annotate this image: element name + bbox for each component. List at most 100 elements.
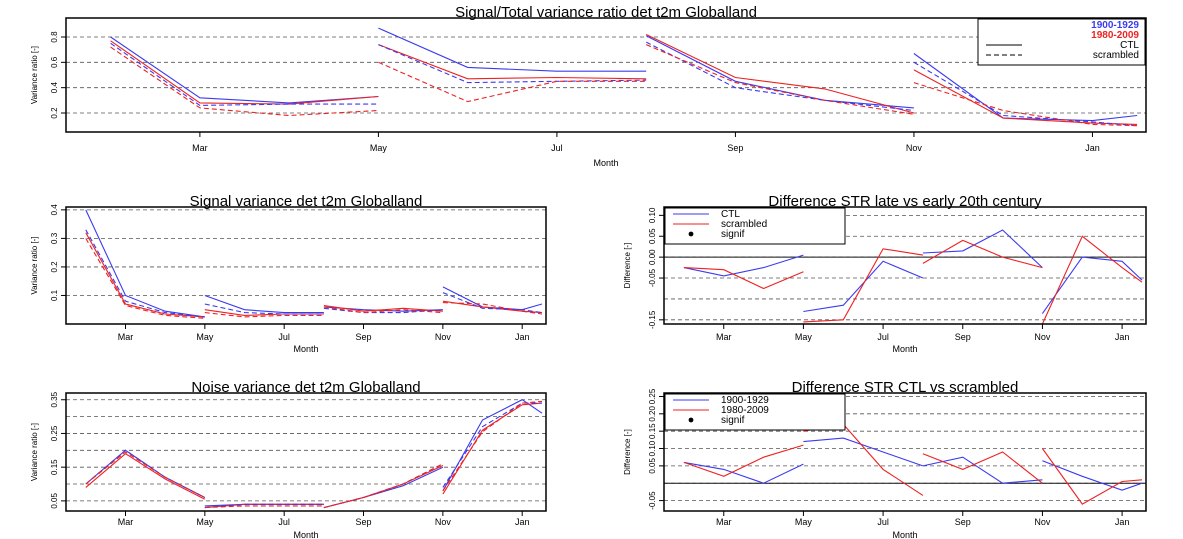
legend-label: CTL bbox=[1120, 40, 1139, 51]
y-tick-label: 0.4 bbox=[50, 204, 59, 216]
y-axis-label: Difference [-] bbox=[623, 429, 632, 475]
series-line bbox=[85, 232, 205, 318]
series-line bbox=[110, 46, 379, 117]
plot-frame bbox=[663, 206, 1147, 325]
series-line bbox=[803, 437, 924, 467]
x-tick-label: Nov bbox=[435, 517, 452, 527]
chart-title: Difference STR CTL vs scrambled bbox=[792, 379, 1019, 396]
x-axis-label: Month bbox=[593, 158, 618, 168]
y-tick-label: 0.25 bbox=[50, 425, 59, 441]
y-tick-label: 0.1 bbox=[50, 289, 59, 301]
chart-title: Noise variance det t2m Globalland bbox=[191, 379, 420, 396]
series-line bbox=[442, 399, 543, 492]
y-tick-label: 0.6 bbox=[50, 56, 59, 68]
y-tick-label: 0.2 bbox=[50, 107, 59, 119]
series-line bbox=[803, 248, 923, 323]
chart-title: Signal variance det t2m Globalland bbox=[190, 193, 423, 210]
chart-panel-5: Mar May Jul Sep Nov Jan -0.05 0.05 0.100.15 0.200… bbox=[623, 379, 1147, 539]
plot-frame bbox=[663, 392, 1147, 512]
series-line bbox=[85, 238, 205, 319]
x-tick-label: Nov bbox=[1034, 517, 1051, 527]
series-line bbox=[442, 400, 543, 492]
x-tick-label: May bbox=[795, 332, 813, 342]
y-tick-label: 0.25 bbox=[648, 388, 657, 404]
x-tick-label: Jul bbox=[877, 517, 889, 527]
y-tick-label: 0.15 bbox=[648, 423, 657, 439]
series-line bbox=[204, 505, 324, 509]
y-tick-label: 0.20 bbox=[648, 405, 657, 421]
y-axis-label: Difference [-] bbox=[623, 243, 632, 289]
plot-frame bbox=[65, 392, 547, 512]
legend-label: scrambled bbox=[721, 219, 767, 230]
legend-entry: 1980-2009 bbox=[1091, 30, 1139, 41]
series-line bbox=[913, 61, 1138, 127]
y-tick-label: -0.05 bbox=[648, 491, 657, 510]
series-line bbox=[442, 300, 543, 314]
legend-entry: scrambled bbox=[673, 219, 767, 230]
y-tick-label: 0.00 bbox=[648, 249, 657, 265]
x-tick-label: Jul bbox=[278, 517, 290, 527]
y-tick-label: 0.3 bbox=[50, 232, 59, 244]
x-axis-label: Month bbox=[892, 344, 917, 354]
series-line bbox=[378, 27, 647, 72]
legend-entry: signif bbox=[688, 415, 745, 426]
legend-entry: CTL bbox=[986, 40, 1139, 51]
x-tick-label: Jan bbox=[515, 332, 530, 342]
x-tick-label: Mar bbox=[192, 143, 208, 153]
legend-box bbox=[664, 207, 846, 245]
y-tick-label: -0.15 bbox=[648, 310, 657, 329]
series-line bbox=[913, 82, 1138, 127]
y-tick-label: 0.05 bbox=[50, 493, 59, 509]
series-line bbox=[683, 461, 804, 484]
chart-panel-1: Mar May Jul Sep Nov Jan 0.2 0.4 0.6 0.8 Signal/Tot… bbox=[30, 4, 1147, 168]
series-line bbox=[1041, 448, 1143, 505]
series-line bbox=[442, 302, 543, 315]
legend-label: CTL bbox=[721, 209, 740, 220]
x-tick-label: May bbox=[196, 332, 214, 342]
y-tick-label: -0.05 bbox=[648, 268, 657, 287]
x-tick-label: Sep bbox=[727, 143, 743, 153]
legend-label: 1900-1929 bbox=[721, 395, 769, 406]
series-line bbox=[204, 503, 324, 509]
x-tick-label: Mar bbox=[716, 517, 732, 527]
legend-label: scrambled bbox=[1093, 50, 1139, 61]
x-tick-label: May bbox=[370, 143, 388, 153]
legend-entry: scrambled bbox=[986, 50, 1139, 61]
series-line bbox=[85, 209, 205, 318]
series-line bbox=[442, 402, 542, 488]
y-axis-label: Variance ratio [-] bbox=[30, 423, 39, 481]
series-line bbox=[323, 306, 443, 314]
x-tick-label: Jan bbox=[515, 517, 530, 527]
y-tick-label: 0.15 bbox=[50, 459, 59, 475]
y-tick-label: 0.4 bbox=[50, 82, 59, 94]
x-tick-label: Sep bbox=[955, 332, 971, 342]
series-line bbox=[378, 61, 647, 103]
legend-entry: 1980-2009 bbox=[673, 405, 769, 416]
legend-label: signif bbox=[721, 229, 745, 240]
x-tick-label: Jan bbox=[1115, 332, 1130, 342]
legend-entry: 1900-1929 bbox=[673, 395, 769, 406]
y-tick-label: 0.2 bbox=[50, 261, 59, 273]
y-axis-label: Variance ratio [-] bbox=[30, 46, 39, 104]
series-line bbox=[645, 41, 914, 112]
x-axis-label: Month bbox=[293, 530, 318, 539]
x-tick-label: Mar bbox=[118, 517, 134, 527]
y-tick-label: 0.05 bbox=[648, 458, 657, 474]
series-line bbox=[204, 303, 324, 315]
series-line bbox=[110, 42, 379, 106]
series-line bbox=[913, 53, 1138, 122]
legend-label: 1900-1929 bbox=[1091, 20, 1139, 31]
series-line bbox=[683, 267, 804, 290]
series-line bbox=[323, 304, 443, 312]
legend-label: 1980-2009 bbox=[1091, 30, 1139, 41]
series-line bbox=[803, 260, 924, 313]
y-tick-label: 0.8 bbox=[50, 31, 59, 43]
legend-entry: CTL bbox=[673, 209, 740, 220]
x-axis-label: Month bbox=[293, 344, 318, 354]
x-tick-label: Jul bbox=[551, 143, 563, 153]
series-line bbox=[442, 286, 543, 311]
series-line bbox=[378, 44, 647, 80]
